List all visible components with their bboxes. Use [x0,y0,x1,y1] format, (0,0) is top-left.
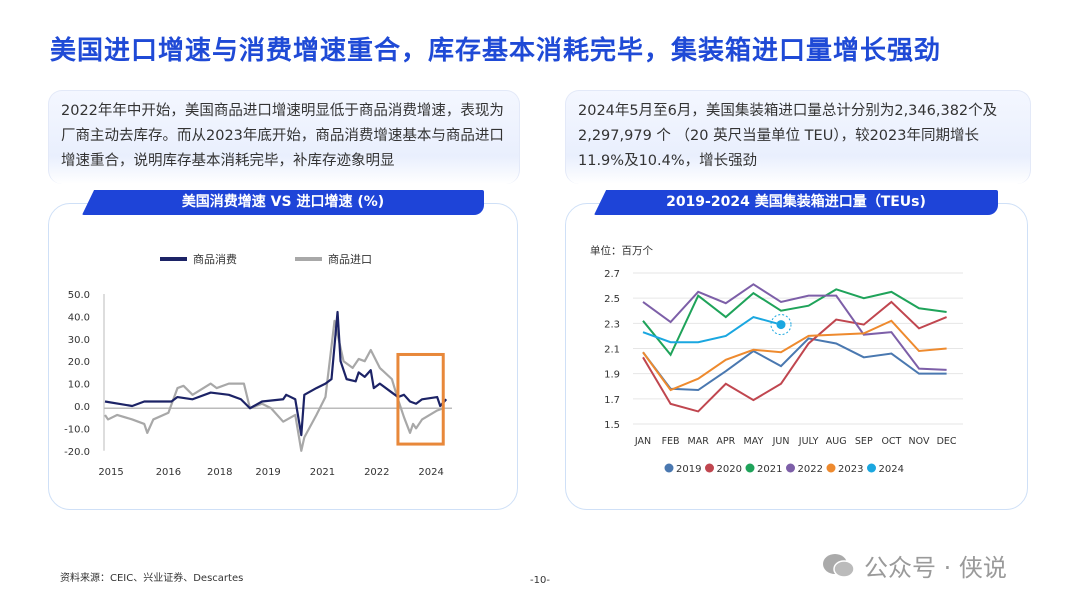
y-tick-label: 50.0 [68,290,90,301]
legend-label: 商品消费 [193,252,237,266]
y-tick-label: 0.0 [74,402,90,413]
series-line-商品消费 [104,310,448,437]
watermark-text: 公众号 · 侠说 [864,554,1007,582]
highlight-box [396,352,445,446]
page-number: -10- [530,575,550,586]
right-summary: 2024年5月至6月，美国集装箱进口量总计分别为2,346,382个及2,297… [565,90,1031,184]
x-tick-label: 2019 [255,467,280,478]
y-tick-label: 10.0 [68,380,90,391]
y-tick-label: -10.0 [64,424,90,435]
watermark: 公众号 · 侠说 [822,548,1007,583]
y-tick-label: -20.0 [64,447,90,458]
x-tick-label: 2022 [364,467,389,478]
y-tick-label: 40.0 [68,312,90,323]
page-title: 美国进口增速与消费增速重合，库存基本消耗完毕，集装箱进口量增长强劲 [50,36,942,66]
right-chart-title: 2019-2024 美国集装箱进口量（TEUs) [594,190,998,215]
x-tick-label: 2016 [156,467,181,478]
left-chart-title: 美国消费增速 VS 进口增速 (%) [82,190,484,215]
legend-label: 商品进口 [328,252,372,266]
source-note: 资料来源：CEIC、兴业证券、Descartes [60,573,244,584]
wechat-icon [823,553,855,578]
series-line-商品进口 [104,319,444,452]
y-tick-label: 20.0 [68,357,90,368]
left-summary: 2022年年中开始，美国商品进口增速明显低于商品消费增速，表现为厂商主动去库存。… [48,90,520,184]
x-tick-label: 2021 [310,467,335,478]
x-tick-label: 2015 [98,467,123,478]
x-tick-label: 2024 [418,467,443,478]
x-tick-label: 2018 [207,467,232,478]
left-chart-panel [48,203,518,510]
y-tick-label: 30.0 [68,335,90,346]
